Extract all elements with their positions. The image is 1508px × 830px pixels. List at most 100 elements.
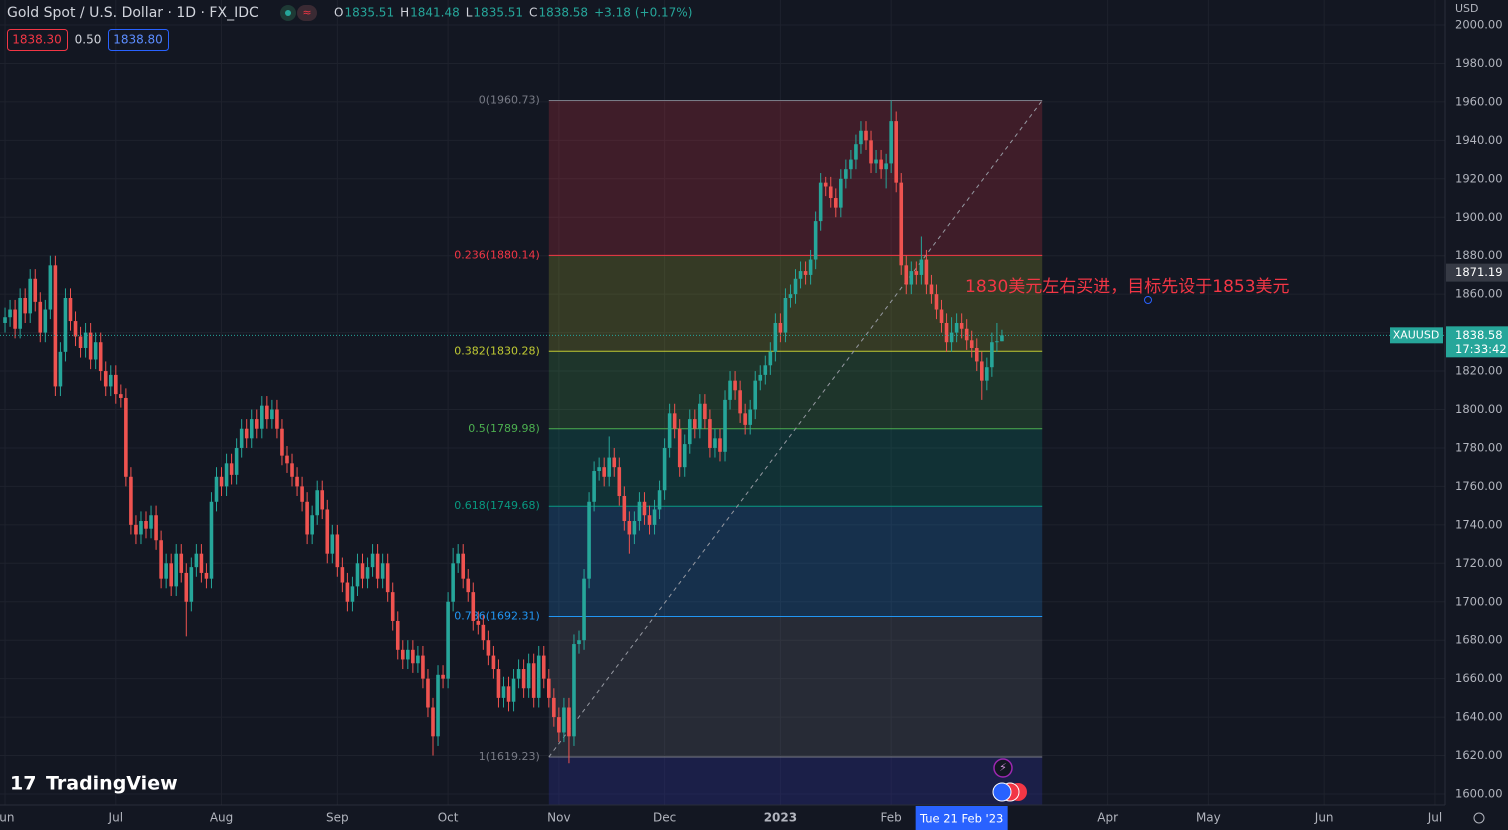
- candle-body: [265, 405, 269, 420]
- candle-body: [38, 301, 43, 333]
- candle-body: [667, 413, 672, 448]
- last-price-tag: [1446, 326, 1508, 358]
- candle-body: [345, 582, 350, 602]
- candle-body: [184, 572, 189, 602]
- candle-body: [959, 322, 964, 329]
- candle-body: [803, 271, 808, 275]
- candle-body: [68, 297, 73, 322]
- candle-body: [48, 265, 53, 310]
- fib-level-label: 0(1960.73): [479, 93, 540, 106]
- candle-body: [733, 380, 737, 391]
- candle-body: [451, 563, 455, 602]
- candle-body: [108, 374, 113, 387]
- y-tick-label: 1700.00: [1455, 594, 1503, 608]
- candle-body: [385, 563, 390, 593]
- candle-body: [466, 578, 471, 593]
- candle-body: [229, 463, 234, 475]
- candle-body: [285, 455, 289, 464]
- candle-body: [642, 501, 647, 516]
- candle-body: [647, 515, 652, 525]
- candle-body: [496, 669, 501, 698]
- fib-zone: [548, 616, 1043, 758]
- candle-body: [969, 340, 974, 348]
- candle-body: [310, 515, 314, 535]
- currency-label[interactable]: USD: [1455, 2, 1479, 15]
- candle-body: [597, 467, 601, 472]
- y-tick-label: 1900.00: [1455, 210, 1503, 224]
- candle-body: [254, 419, 259, 429]
- bid-box[interactable]: [7, 29, 68, 51]
- candle-body: [244, 428, 249, 439]
- candle-body: [249, 419, 254, 439]
- settings-icon[interactable]: [1473, 812, 1485, 824]
- candle-body: [874, 159, 878, 164]
- logo-mark: 𝟭𝟳: [10, 773, 36, 795]
- candle-body: [446, 601, 450, 679]
- candle-body: [370, 553, 375, 568]
- x-tick-label: Sep: [326, 811, 349, 825]
- candle-body: [557, 717, 561, 733]
- fib-level-label: 0.5(1789.98): [468, 422, 540, 435]
- cursor-marker: [1144, 296, 1152, 304]
- annotation[interactable]: 1830美元左右买进，目标先设于1853美元: [965, 277, 1290, 297]
- economic-event-icon[interactable]: [992, 782, 1012, 802]
- candle-body: [818, 182, 823, 222]
- axes: 1600.00 1620.00 1640.00 1660.00 1680.00 1700.…: [0, 18, 1508, 830]
- candle-body: [693, 419, 697, 429]
- y-tick-label: 1660.00: [1455, 671, 1503, 685]
- ohlc-legend: O 1835.51 H 1841.48 L 1835.51 C 1838.58 +3.18 (+0…: [334, 6, 692, 20]
- candle-body: [441, 674, 445, 679]
- market-icon[interactable]: [297, 5, 317, 21]
- candle-body: [622, 496, 627, 522]
- candle-body: [481, 624, 486, 641]
- crosshair-price-tag: [1446, 263, 1508, 282]
- candle-body: [833, 198, 838, 208]
- ohlc-label: H: [400, 6, 409, 20]
- candle-body: [340, 567, 345, 583]
- y-tick-label: 1860.00: [1455, 287, 1503, 301]
- candle-body: [174, 553, 179, 587]
- candle-body: [436, 674, 440, 737]
- candle-body: [964, 328, 969, 341]
- candle-body: [43, 309, 48, 333]
- candle-body: [743, 413, 747, 425]
- event-icon[interactable]: [993, 758, 1013, 778]
- candle-body: [552, 697, 556, 718]
- crosshair-date-tag: [915, 806, 1008, 830]
- candle-body: [406, 649, 410, 660]
- fib-zone: [548, 351, 1043, 429]
- logo[interactable]: TradingView: [46, 773, 178, 795]
- candle-body: [290, 463, 294, 477]
- price-axis: [1445, 0, 1508, 830]
- candle-body: [204, 572, 209, 579]
- time-axis: [0, 805, 1445, 830]
- candle-body: [8, 309, 12, 318]
- candle-body: [995, 341, 999, 343]
- candle-body: [592, 471, 596, 502]
- y-tick-label: 1600.00: [1455, 787, 1503, 801]
- candle-body: [315, 490, 319, 516]
- x-tick-label: Jul: [1427, 811, 1442, 825]
- candle-body: [662, 447, 667, 491]
- candle-body: [13, 309, 17, 329]
- candle-body: [864, 130, 868, 141]
- fib-zone: [548, 100, 1043, 256]
- candle-body: [894, 121, 899, 183]
- candle-body: [355, 563, 360, 587]
- ask-box[interactable]: [108, 29, 169, 51]
- candle-body: [582, 578, 586, 641]
- candle-body: [808, 259, 813, 275]
- candle-body: [632, 521, 637, 535]
- candle-body: [28, 278, 33, 314]
- candle-body: [854, 144, 858, 160]
- candle-body: [602, 467, 606, 477]
- candle-body: [124, 397, 128, 477]
- x-tick-label: Aug: [210, 811, 233, 825]
- market-icon-glyph: ≈: [302, 6, 311, 19]
- symbol-title[interactable]: Gold Spot / U.S. Dollar · 1D · FX_IDC: [7, 5, 259, 21]
- candle-body: [395, 620, 400, 650]
- crosshair-price-label: 1871.19: [1455, 265, 1503, 279]
- ohlc-value: 1835.51: [473, 6, 523, 20]
- candle-body: [708, 419, 712, 448]
- candle-body: [924, 259, 929, 285]
